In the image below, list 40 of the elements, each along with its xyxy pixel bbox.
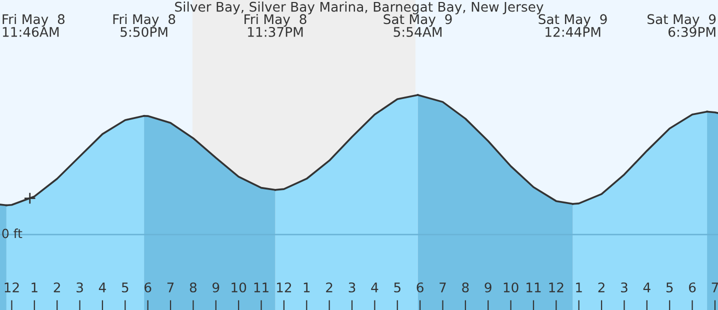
x-tick-label: 8 [462,282,469,292]
text: Fri May 8 11:37PM [244,14,306,37]
text: Sat May 9 12:44PM [538,14,607,37]
x-tick-label: 4 [371,282,378,292]
x-tick-label: 7 [167,282,174,292]
text: Sat May 9 6:39PM [648,14,716,37]
ref-line-label: 0 ft [2,228,22,238]
x-tick-label: 6 [144,282,152,292]
x-tick-label: 12 [4,282,19,292]
x-tick-label: 11 [526,282,541,292]
x-tick-label: 5 [122,282,128,292]
x-tick-label: 7 [712,282,718,292]
x-tick-label: 2 [54,282,60,292]
x-tick-label: 8 [190,282,196,292]
x-tick-label: 1 [576,282,582,292]
x-tick-label: 6 [689,282,696,292]
x-tick-label: 3 [76,282,83,292]
x-tick-label: 3 [621,282,628,292]
x-tick-label: 10 [504,282,518,292]
x-tick-label: 12 [277,282,292,292]
x-tick-label: 2 [326,282,332,292]
text: Fri May 8 5:50PM [113,14,176,37]
x-tick-label: 6 [416,282,424,292]
x-tick-label: 1 [304,282,310,292]
chart-title: Silver Bay, Silver Bay Marina, Barnegat Bay, New Jersey [175,2,544,14]
x-tick-label: 7 [440,282,446,292]
x-tick-label: 4 [98,282,106,292]
text: Sat May 9 5:54AM [384,14,452,37]
x-tick-label: 5 [394,282,400,292]
x-tick-label: 9 [212,282,220,292]
x-tick-label: 5 [666,282,673,292]
x-tick-label: 9 [484,282,492,292]
text: Fri May 8 11:46AM [2,14,65,37]
x-tick-label: 3 [348,282,356,292]
x-tick-label: 10 [232,282,246,292]
x-tick-label: 2 [598,282,604,292]
x-tick-label: 1 [32,282,38,292]
x-tick-label: 4 [643,282,650,292]
x-tick-label: 11 [254,282,268,292]
x-tick-label: 12 [549,282,564,292]
